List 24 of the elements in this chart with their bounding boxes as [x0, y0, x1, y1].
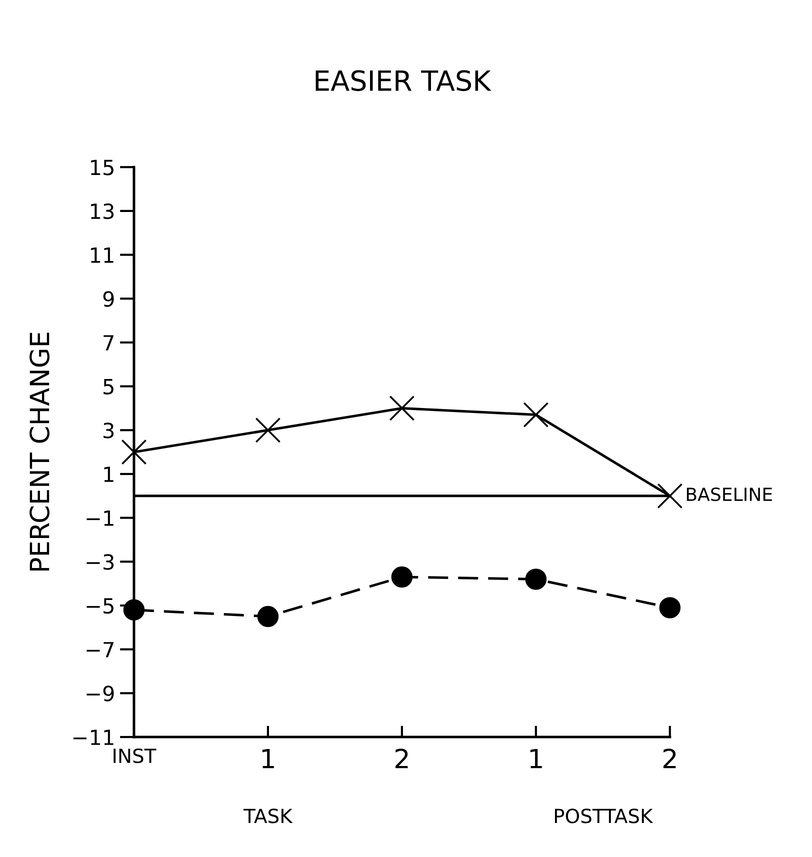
x-tick-label: 2: [395, 748, 408, 768]
y-tick-label: 3: [104, 422, 114, 438]
y-tick-label: −11: [73, 730, 114, 745]
x-tick-label: INST: [114, 748, 156, 764]
y-tick-label: −7: [86, 642, 114, 658]
x-tick-label: 1: [262, 748, 274, 768]
y-tick-label: 9: [103, 291, 114, 307]
y-tick-label: 15: [91, 160, 114, 176]
y-axis-title: PERCENT CHANGE: [30, 332, 50, 571]
y-tick-label: 7: [104, 335, 114, 350]
ref-line-label: BASELINE: [686, 487, 772, 502]
chart-title: EASIER TASK: [316, 70, 492, 92]
y-tick-label: 13: [91, 203, 114, 220]
y-tick-label: −1: [86, 510, 114, 526]
text: TASK: [244, 808, 293, 824]
y-tick-label: −9: [86, 686, 114, 702]
y-tick-label: −3: [86, 554, 114, 570]
x-tick-label: 2: [663, 748, 676, 768]
y-tick-label: 11: [91, 248, 114, 263]
text: POSTTASK: [554, 808, 654, 824]
x-tick-label: 1: [530, 748, 542, 768]
y-tick-label: 1: [104, 466, 114, 482]
y-tick-label: −5: [86, 598, 114, 614]
y-tick-label: 5: [104, 379, 114, 395]
